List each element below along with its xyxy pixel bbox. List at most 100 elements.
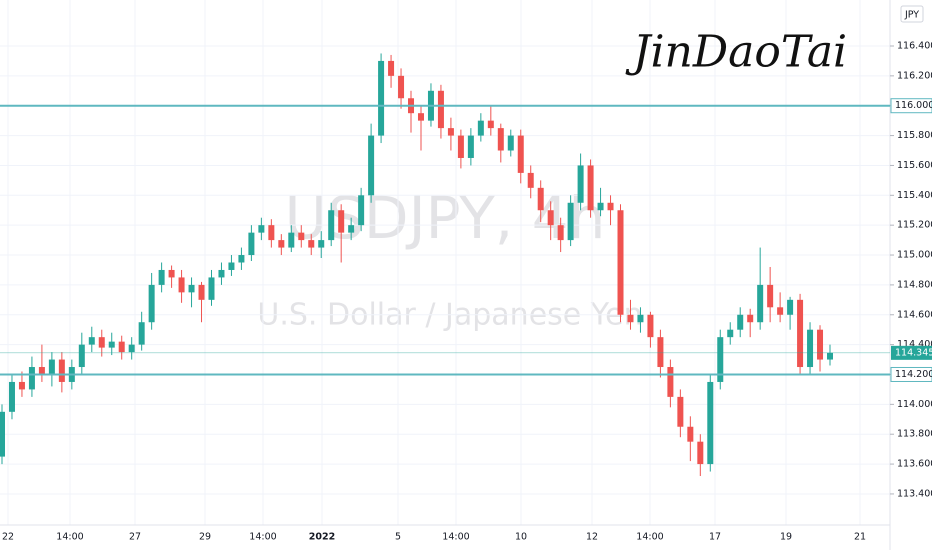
candle-body xyxy=(637,314,644,323)
candle-body xyxy=(587,165,594,211)
last-price-bg xyxy=(891,345,932,360)
candle-body xyxy=(188,284,195,293)
candle-body xyxy=(348,225,355,233)
x-tick-label: 12 xyxy=(586,532,598,543)
candle-body xyxy=(597,202,604,211)
candle-body xyxy=(457,135,464,158)
level-label-bg xyxy=(890,366,932,382)
y-tick-label: 113.400 xyxy=(897,488,932,499)
y-tick-label: 114.600 xyxy=(897,309,932,320)
candle-body xyxy=(138,322,145,345)
x-tick-label: 27 xyxy=(129,532,141,543)
level-label-bg xyxy=(890,98,932,114)
candle-body xyxy=(477,120,484,136)
candle-body xyxy=(677,396,684,427)
candle-body xyxy=(647,314,654,338)
y-tick-label: 116.400 xyxy=(897,40,932,51)
candle-body xyxy=(487,120,494,129)
candle-body xyxy=(507,135,514,151)
candle-body xyxy=(118,341,125,353)
candle-body xyxy=(797,299,804,368)
candle-body xyxy=(617,210,624,315)
candle-body xyxy=(577,165,584,203)
candle-body xyxy=(388,60,395,76)
candle-body xyxy=(158,269,165,285)
x-tick-label: 14:00 xyxy=(442,532,469,543)
candle-body xyxy=(0,411,5,457)
candle-body xyxy=(358,195,365,226)
candle-body xyxy=(667,367,674,397)
candle-body xyxy=(168,269,175,278)
candle-body xyxy=(328,210,335,241)
candle-body xyxy=(567,202,574,241)
candle-body xyxy=(198,284,205,300)
candle-body xyxy=(128,344,135,353)
candle-body xyxy=(817,329,824,360)
x-tick-label: 5 xyxy=(395,532,401,543)
candle-body xyxy=(807,329,814,368)
candle-body xyxy=(627,314,634,323)
currency-box[interactable] xyxy=(900,5,924,23)
candle-body xyxy=(607,202,614,211)
candle-body xyxy=(178,277,185,293)
candle-body xyxy=(497,128,504,151)
candle-body xyxy=(308,240,315,248)
y-tick-label: 115.000 xyxy=(897,250,932,261)
candle-body xyxy=(28,367,35,390)
candle-body xyxy=(827,352,833,360)
y-tick-label: 114.400 xyxy=(897,339,932,350)
candle-body xyxy=(727,329,734,338)
y-tick-label: 116.200 xyxy=(897,70,932,81)
y-tick-label: 114.800 xyxy=(897,279,932,290)
y-tick-label: 114.000 xyxy=(897,399,932,410)
x-tick-label: 10 xyxy=(515,532,527,543)
candle-body xyxy=(767,284,774,308)
y-tick-label: 115.800 xyxy=(897,130,932,141)
x-tick-label: 2022 xyxy=(309,532,335,543)
candle-body xyxy=(258,225,265,233)
candle-body xyxy=(378,60,385,136)
candle-body xyxy=(527,172,534,188)
candle-body xyxy=(58,359,65,382)
x-tick-label: 21 xyxy=(854,532,866,543)
candle-body xyxy=(657,337,664,368)
candle-body xyxy=(687,426,694,442)
candle-body xyxy=(238,255,245,263)
candle-body xyxy=(38,367,45,375)
x-tick-label: 22 xyxy=(2,532,14,543)
x-tick-label: 14:00 xyxy=(636,532,663,543)
y-tick-label: 115.600 xyxy=(897,160,932,171)
plot-area xyxy=(0,0,890,525)
y-tick-label: 115.400 xyxy=(897,190,932,201)
candle-body xyxy=(437,90,444,129)
candle-body xyxy=(278,240,285,248)
candle-body xyxy=(517,135,524,173)
candle-body xyxy=(248,232,255,256)
y-tick-label: 113.600 xyxy=(897,459,932,470)
candle-body xyxy=(108,341,115,348)
candle-body xyxy=(98,337,105,348)
candle-body xyxy=(318,240,325,248)
candle-body xyxy=(787,299,794,315)
candle-body xyxy=(218,269,225,278)
x-tick-label: 29 xyxy=(199,532,211,543)
candle-body xyxy=(338,210,345,233)
level-label: 114.200 xyxy=(895,369,932,380)
signature: JinDaoTai xyxy=(625,27,847,78)
candle-body xyxy=(447,128,454,136)
currency-label[interactable]: JPY xyxy=(904,10,919,21)
x-tick-label: 14:00 xyxy=(56,532,83,543)
candle-body xyxy=(368,135,375,196)
candle-body xyxy=(547,210,554,226)
last-price-label: 114.345 xyxy=(895,347,932,358)
x-tick-label: 14:00 xyxy=(249,532,276,543)
candle-body xyxy=(398,75,405,99)
x-tick-label: 17 xyxy=(709,532,721,543)
candle-body xyxy=(717,337,724,382)
candle-body xyxy=(557,225,564,241)
level-label: 116.000 xyxy=(895,100,932,111)
candle-body xyxy=(298,232,305,241)
candle-body xyxy=(268,225,275,241)
candle-body xyxy=(8,381,15,412)
